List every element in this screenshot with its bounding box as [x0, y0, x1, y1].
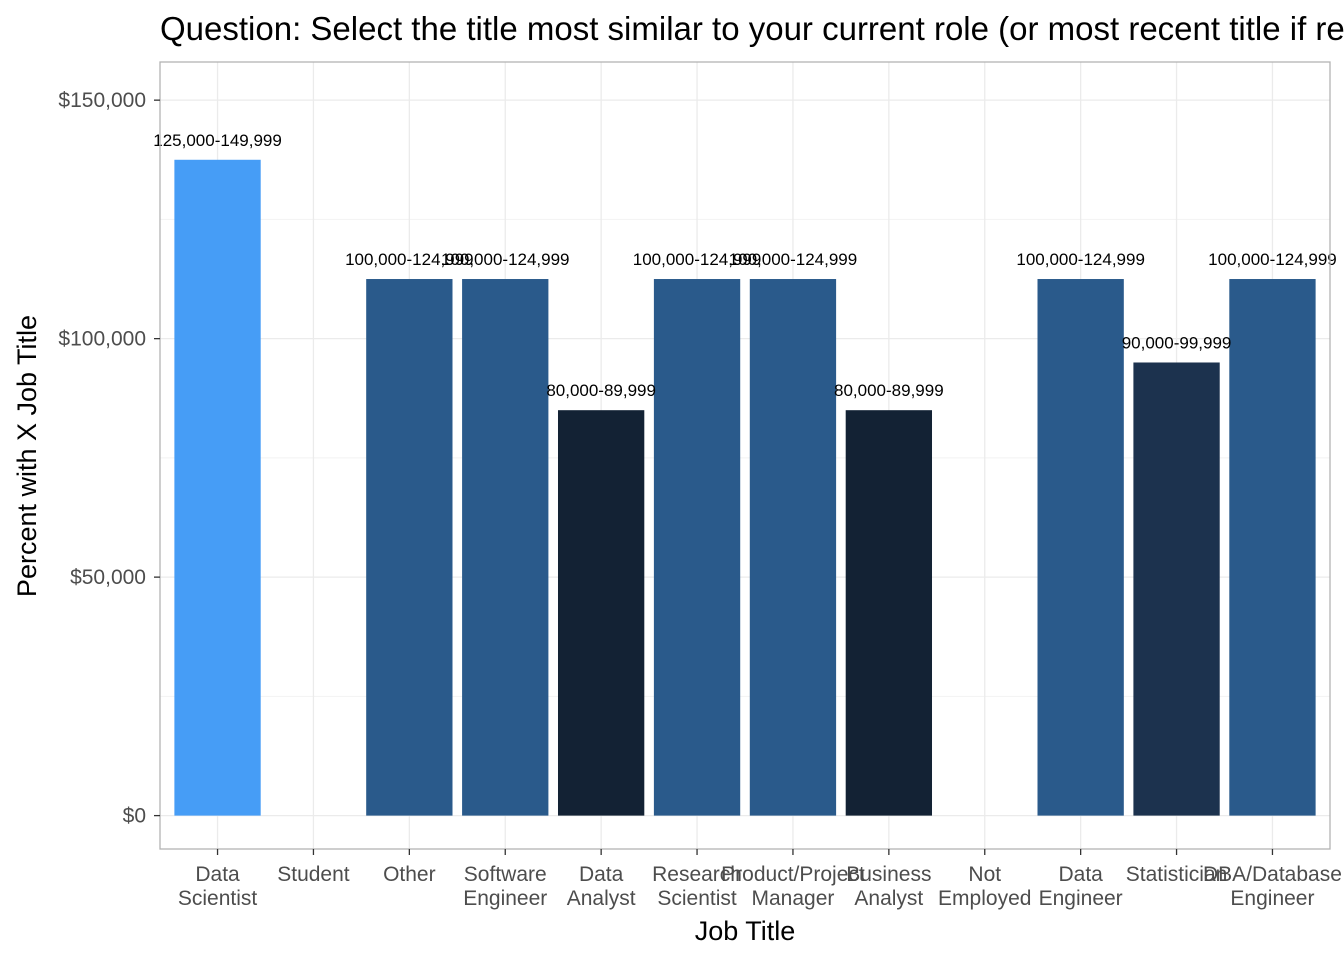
bar-value-label: 100,000-124,999	[345, 250, 474, 269]
x-tick-label: Other	[383, 863, 436, 886]
x-tick-label: Business Analyst	[846, 863, 931, 910]
x-tick-label: Software Engineer	[463, 863, 547, 910]
x-tick-label: Product/Project Manager	[721, 863, 865, 910]
bar-value-label: 80,000-89,999	[834, 381, 944, 400]
y-tick-label: $50,000	[70, 566, 146, 589]
x-tick-label: Data Scientist	[178, 863, 258, 910]
bar	[749, 279, 837, 816]
bar-value-label: 100,000-124,999	[1208, 250, 1337, 269]
bar-value-labels: 125,000-149,999100,000-124,999100,000-12…	[153, 131, 1336, 400]
bar	[1037, 279, 1124, 816]
bar	[174, 159, 261, 816]
bar	[845, 410, 933, 816]
bar	[557, 410, 645, 816]
bar-value-label: 125,000-149,999	[153, 131, 282, 150]
panel-border	[159, 61, 1331, 850]
y-axis-ticks: $0 $50,000 $100,000 $150,000	[58, 89, 160, 828]
bar-value-label: 80,000-89,999	[546, 381, 656, 400]
x-tick-label: Statistician	[1126, 863, 1228, 886]
bar	[462, 279, 549, 816]
bar	[1229, 279, 1316, 816]
x-tick-label: Data Engineer	[1039, 863, 1123, 910]
y-tick-label: $0	[123, 805, 146, 828]
y-tick-label: $150,000	[58, 89, 146, 112]
x-tick-label: Not Employed	[938, 863, 1031, 910]
x-tick-label: Student	[277, 863, 350, 886]
bar	[1133, 362, 1220, 816]
bar	[653, 279, 741, 816]
bar-value-label: 100,000-124,999	[633, 250, 762, 269]
y-axis-title: Percent with X Job Title	[12, 315, 42, 597]
bars	[174, 159, 1316, 816]
bar	[366, 279, 453, 816]
x-axis-ticks: Data Scientist Student Other Software Enginee…	[178, 849, 1342, 910]
x-axis-title: Job Title	[695, 916, 796, 946]
x-tick-label: DBA/Database Engineer	[1203, 863, 1342, 910]
chart-title: Question: Select the title most similar …	[160, 10, 1344, 47]
bar-value-label: 100,000-124,999	[729, 250, 858, 269]
x-tick-label: Data Analyst	[567, 863, 636, 910]
bar-value-label: 100,000-124,999	[441, 250, 570, 269]
bar-value-label: 90,000-99,999	[1122, 333, 1232, 352]
bar-value-label: 100,000-124,999	[1016, 250, 1145, 269]
y-tick-label: $100,000	[58, 328, 146, 351]
x-tick-label: Research Scientist	[652, 863, 742, 910]
